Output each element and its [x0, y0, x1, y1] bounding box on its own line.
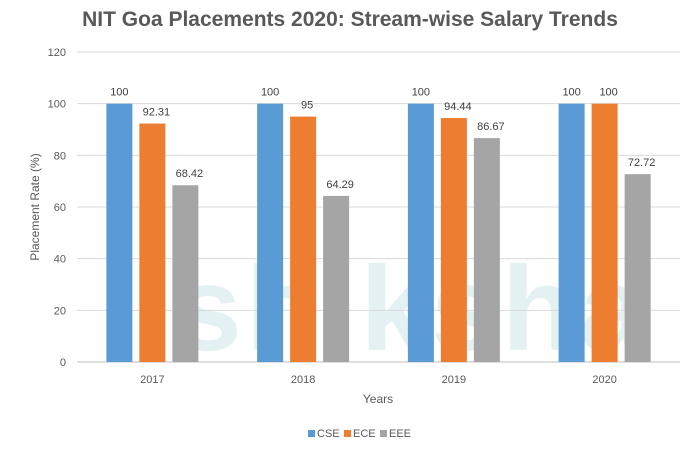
- legend-label-ece: ECE: [353, 428, 376, 440]
- data-label: 92.31: [143, 107, 171, 119]
- bar-ece: [139, 123, 166, 362]
- y-tick-label: 60: [54, 202, 66, 214]
- x-tick-label: 2020: [592, 374, 616, 386]
- bar-cse: [257, 103, 284, 363]
- y-tick-label: 20: [54, 305, 66, 317]
- x-tick-label: 2019: [442, 374, 466, 386]
- legend-label-eee: EEE: [389, 428, 411, 440]
- y-tick-label: 40: [54, 254, 66, 266]
- bar-ece: [440, 118, 467, 362]
- y-tick-label: 0: [60, 357, 66, 369]
- data-label: 72.72: [628, 157, 656, 169]
- bar-eee: [323, 195, 350, 362]
- bar-ece: [591, 103, 618, 363]
- bar-cse: [558, 103, 585, 363]
- data-label: 100: [562, 87, 580, 99]
- bar-eee: [624, 174, 651, 362]
- x-axis-title: Years: [363, 392, 393, 406]
- legend-swatch-eee: [380, 430, 387, 437]
- data-label: 68.42: [176, 168, 204, 180]
- chart-title: NIT Goa Placements 2020: Stream-wise Sal…: [82, 8, 618, 31]
- data-label: 95: [301, 100, 313, 112]
- data-label: 100: [110, 87, 128, 99]
- bar-eee: [172, 185, 199, 362]
- data-label: 100: [412, 87, 430, 99]
- legend-swatch-cse: [308, 430, 315, 437]
- bar-ece: [290, 116, 317, 362]
- legend-label-cse: CSE: [317, 428, 340, 440]
- bar-eee: [473, 138, 500, 362]
- data-label: 86.67: [477, 121, 505, 133]
- x-tick-label: 2018: [291, 374, 315, 386]
- data-label: 64.29: [326, 179, 354, 191]
- bar-cse: [106, 103, 133, 363]
- x-tick-label: 2017: [140, 374, 164, 386]
- y-tick-label: 120: [48, 47, 66, 59]
- data-label: 100: [599, 87, 617, 99]
- data-label: 94.44: [444, 101, 472, 113]
- y-tick-label: 80: [54, 150, 66, 162]
- y-tick-label: 100: [48, 99, 66, 111]
- legend-swatch-ece: [344, 430, 351, 437]
- data-label: 100: [261, 87, 279, 99]
- y-axis-title: Placement Rate (%): [28, 153, 42, 260]
- bar-cse: [407, 103, 434, 363]
